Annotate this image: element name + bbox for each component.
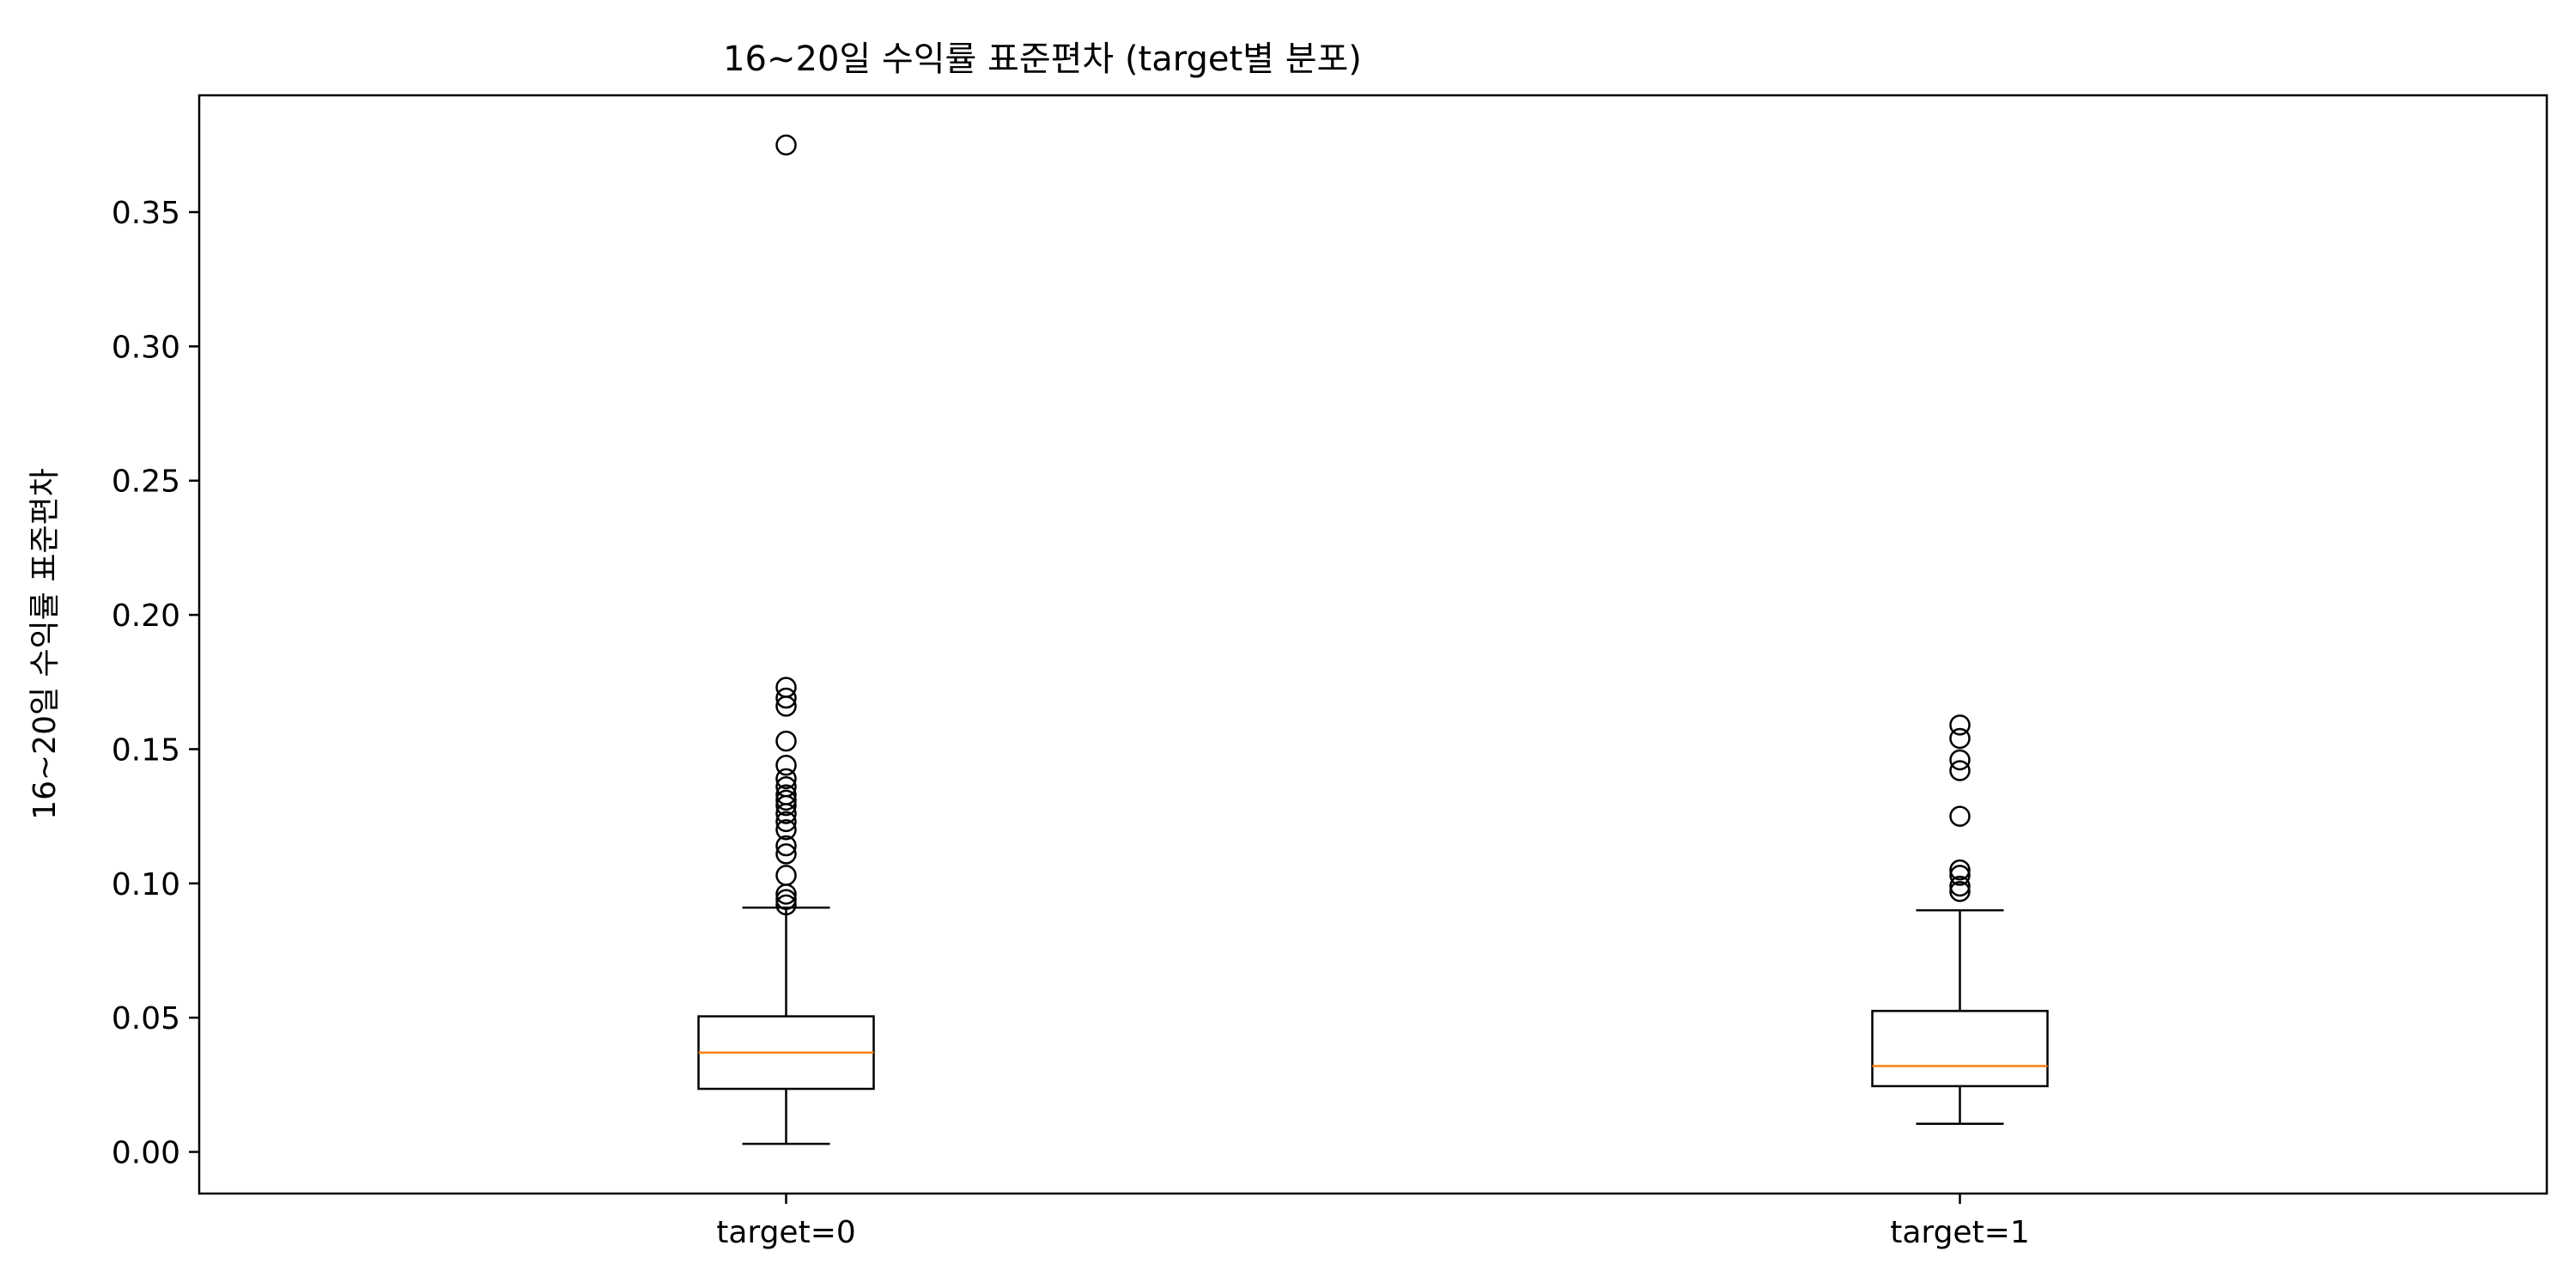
y-tick-label: 0.00	[112, 1136, 180, 1171]
outlier-point	[1949, 865, 1971, 886]
outlier-point	[775, 696, 797, 717]
chart-title: 16~20일 수익률 표준편차 (target별 분포)	[723, 39, 1362, 79]
outlier-point	[775, 730, 797, 752]
box-0	[697, 134, 875, 1145]
x-axis: target=0 target=1	[716, 1194, 2030, 1250]
box-1	[1871, 714, 2049, 1125]
outlier-point	[1949, 880, 1971, 902]
y-tick-label: 0.05	[112, 1001, 180, 1036]
outlier-point	[775, 687, 797, 709]
outlier-point	[775, 811, 797, 833]
y-tick-label: 0.15	[112, 732, 180, 768]
box-series	[697, 134, 2049, 1145]
y-axis: 0.00 0.05 0.10 0.15 0.20 0.25 0.30 0.35	[112, 196, 199, 1171]
outlier-point	[775, 134, 797, 156]
outlier-point	[775, 789, 797, 811]
y-tick-label: 0.20	[112, 598, 180, 634]
y-axis-label: 16~20일 수익률 표준편차	[27, 468, 63, 820]
y-tick-label: 0.25	[112, 465, 180, 500]
x-tick-label: target=1	[1890, 1215, 2030, 1250]
outlier-point	[775, 835, 797, 857]
y-tick-label: 0.30	[112, 330, 180, 365]
outlier-point	[775, 843, 797, 865]
iqr-box	[1871, 1010, 2049, 1088]
outlier-point	[1949, 749, 1971, 771]
outlier-point	[1949, 760, 1971, 781]
outlier-point	[775, 794, 797, 817]
x-tick-label: target=0	[716, 1215, 856, 1250]
plot-area-frame	[197, 94, 2549, 1195]
y-tick-label: 0.10	[112, 867, 180, 902]
outlier-point	[775, 819, 797, 841]
y-tick-label: 0.35	[112, 196, 180, 231]
outlier-point	[1949, 859, 1971, 881]
outlier-point	[1949, 727, 1971, 750]
outlier-point	[775, 768, 797, 790]
outlier-point	[775, 889, 797, 910]
outlier-point	[1949, 875, 1971, 897]
outlier-point	[775, 803, 797, 824]
outlier-point	[775, 894, 797, 916]
outlier-point	[775, 754, 797, 776]
outlier-point	[775, 884, 797, 905]
outlier-point	[1949, 714, 1971, 736]
outlier-point	[1949, 805, 1971, 827]
